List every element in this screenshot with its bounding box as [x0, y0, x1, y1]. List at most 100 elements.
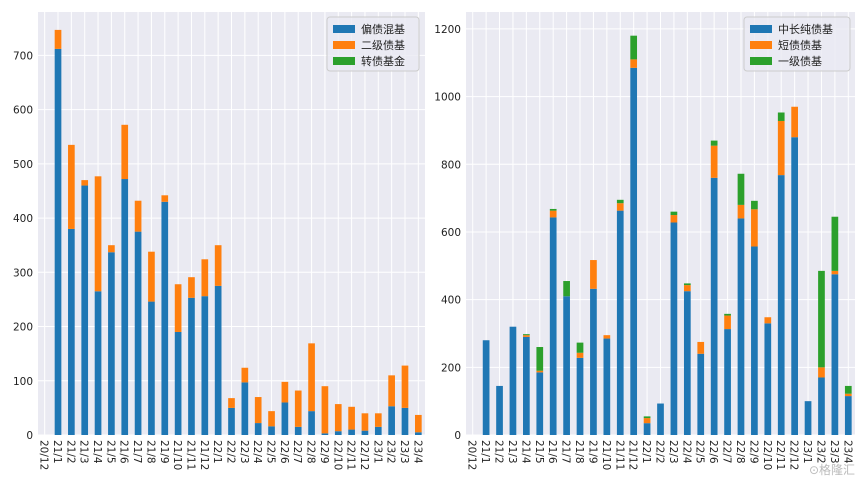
- bar-21-7-series-0: [134, 231, 142, 435]
- x-tick-label: 21/2: [64, 440, 76, 464]
- x-tick-label: 23/2: [385, 440, 397, 464]
- x-tick-label: 22/8: [305, 440, 317, 464]
- y-tick-label: 400: [13, 213, 33, 225]
- y-tick-label: 700: [13, 50, 33, 62]
- bar-22-11-series-0: [348, 429, 355, 435]
- y-tick-label: 0: [26, 430, 33, 442]
- bar-21-6-series-0: [549, 217, 557, 435]
- y-tick-label: 600: [441, 227, 461, 239]
- x-tick-label: 22/10: [761, 440, 773, 470]
- x-tick-label: 21/12: [198, 440, 210, 470]
- bar-22-2-series-0: [657, 403, 664, 435]
- y-tick-label: 200: [13, 322, 33, 334]
- bar-22-3-series-1: [241, 367, 249, 383]
- bar-22-3-series-0: [241, 382, 249, 435]
- bar-23-3-series-1: [831, 270, 839, 275]
- bar-22-2-series-0: [228, 407, 235, 435]
- bar-21-7-series-0: [563, 296, 570, 435]
- x-tick-label: 22/9: [747, 440, 759, 464]
- x-tick-label: 22/6: [278, 440, 290, 464]
- x-tick-label: 22/4: [251, 440, 263, 464]
- bar-21-3-series-0: [81, 185, 89, 435]
- bar-22-10-series-0: [334, 431, 342, 435]
- watermark-logo: ⊙格隆汇: [808, 463, 855, 477]
- legend-label: 转债基金: [361, 54, 405, 68]
- bar-21-4-series-1: [523, 335, 530, 337]
- bar-22-4-series-0: [254, 423, 262, 435]
- x-tick-label: 23/3: [398, 440, 410, 464]
- y-tick-label: 100: [13, 376, 33, 388]
- bar-21-6-series-1: [549, 210, 557, 218]
- x-tick-label: 22/2: [225, 440, 237, 464]
- bar-22-7-series-0: [724, 329, 731, 435]
- legend-swatch: [333, 57, 355, 65]
- bar-22-10-series-0: [764, 323, 772, 435]
- bar-22-5-series-0: [697, 353, 705, 435]
- bar-21-12-series-2: [630, 35, 638, 60]
- x-tick-label: 20/12: [38, 440, 50, 470]
- x-tick-label: 22/5: [694, 440, 706, 464]
- x-tick-label: 21/5: [533, 440, 545, 464]
- bar-22-4-series-1: [254, 397, 262, 424]
- bar-21-10-series-1: [603, 335, 611, 339]
- legend-swatch: [333, 41, 355, 49]
- x-tick-label: 20/12: [466, 440, 478, 470]
- bar-21-9-series-0: [590, 288, 597, 435]
- bar-22-3-series-0: [670, 222, 678, 435]
- bar-21-5-series-0: [108, 252, 115, 435]
- x-tick-label: 21/7: [131, 440, 143, 464]
- bar-22-9-series-1: [321, 386, 329, 434]
- x-tick-label: 22/11: [774, 440, 786, 470]
- x-tick-label: 22/6: [707, 440, 719, 464]
- x-tick-label: 21/8: [573, 440, 585, 464]
- y-tick-label: 400: [441, 295, 461, 307]
- x-tick-label: 22/8: [734, 440, 746, 464]
- x-tick-label: 21/4: [91, 440, 103, 464]
- x-tick-label: 22/5: [265, 440, 277, 464]
- bar-22-7-series-0: [294, 426, 302, 435]
- bar-22-11-series-0: [777, 175, 785, 435]
- legend-swatch: [750, 25, 772, 33]
- bar-22-12-series-0: [791, 137, 798, 435]
- bar-21-8-series-1: [148, 251, 155, 302]
- bar-21-12-series-1: [630, 59, 638, 68]
- bar-21-2-series-0: [68, 228, 75, 435]
- x-tick-label: 22/4: [680, 440, 692, 464]
- x-tick-label: 22/12: [358, 440, 370, 470]
- x-tick-label: 21/11: [184, 440, 196, 470]
- y-tick-label: 800: [441, 159, 461, 171]
- x-tick-label: 22/2: [654, 440, 666, 464]
- legend-label: 二级债基: [361, 38, 405, 52]
- x-tick-label: 22/1: [211, 440, 223, 464]
- bar-21-8-series-1: [576, 352, 584, 358]
- bar-21-12-series-0: [630, 67, 638, 435]
- bar-22-6-series-1: [710, 145, 718, 178]
- bar-21-7-series-1: [134, 200, 142, 232]
- bar-23-2-series-2: [818, 270, 825, 368]
- bar-22-9-series-0: [321, 433, 329, 435]
- bar-22-12-series-1: [791, 106, 798, 138]
- x-tick-label: 23/2: [814, 440, 826, 464]
- bar-21-8-series-0: [576, 357, 584, 435]
- x-tick-label: 21/5: [104, 440, 116, 464]
- x-tick-label: 21/11: [613, 440, 625, 470]
- bar-21-4-series-0: [94, 291, 102, 435]
- bar-21-3-series-0: [509, 326, 517, 435]
- x-tick-label: 21/7: [560, 440, 572, 464]
- x-tick-label: 22/9: [318, 440, 330, 464]
- bar-23-1-series-0: [374, 426, 382, 435]
- bar-22-1-series-1: [214, 245, 222, 286]
- y-tick-label: 1200: [434, 24, 461, 36]
- bar-22-10-series-1: [334, 404, 342, 432]
- bar-21-12-series-1: [201, 259, 209, 297]
- bar-21-7-series-2: [563, 281, 570, 297]
- bar-22-5-series-1: [268, 411, 275, 427]
- bar-23-2-series-0: [388, 406, 395, 435]
- bar-21-3-series-1: [81, 180, 89, 186]
- x-tick-label: 21/1: [51, 440, 63, 464]
- bar-22-3-series-2: [670, 211, 678, 216]
- y-tick-label: 600: [13, 105, 33, 117]
- bar-23-2-series-1: [388, 375, 395, 407]
- bar-21-1-series-1: [54, 29, 62, 49]
- bar-22-10-series-1: [764, 317, 772, 324]
